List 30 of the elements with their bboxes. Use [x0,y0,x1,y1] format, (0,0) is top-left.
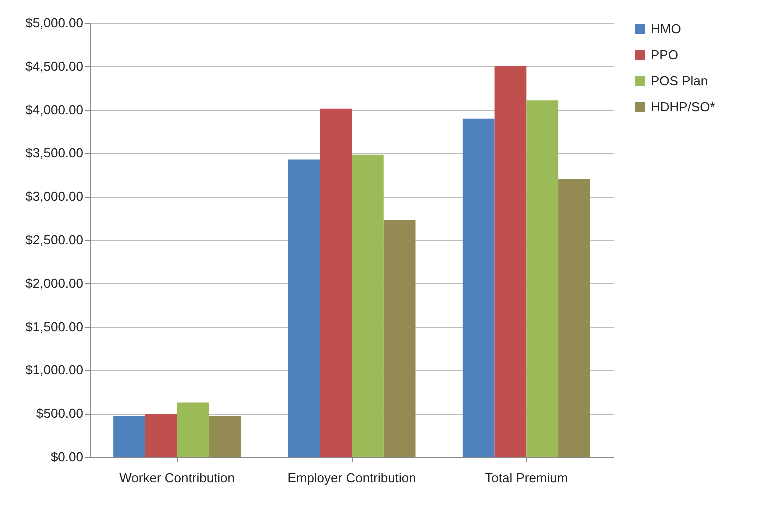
y-tick-label: $1,500.00 [26,319,84,334]
bar [209,416,242,457]
y-tick-label: $3,000.00 [26,189,84,204]
x-tick-label: Worker Contribution [120,470,236,486]
bar [352,154,384,457]
legend-label: HMO [651,22,682,36]
bar [494,66,527,457]
bar [526,100,559,457]
y-tick-label: $4,000.00 [26,102,84,118]
bar [288,160,320,457]
legend-label: PPO [651,48,678,62]
y-tick-label: $2,500.00 [26,232,84,248]
y-tick-label: $500.00 [36,406,84,422]
bar [114,416,146,457]
y-tick-label: $4,500.00 [26,58,84,74]
legend-label: POS Plan [651,74,708,88]
bar [384,220,416,457]
y-tick-label: $2,000.00 [26,276,84,291]
bar [320,108,352,457]
y-tick-label: $1,000.00 [26,362,84,378]
bar [177,402,210,457]
bar [145,414,178,457]
y-tick-label: $0.00 [50,450,84,464]
bar [462,118,495,457]
legend-label: HDHP/SO* [651,100,716,114]
y-tick-label: $3,500.00 [26,146,84,161]
bar [558,179,590,457]
y-tick-label: $5,000.00 [26,16,84,30]
x-tick-label: Total Premium [485,470,568,486]
x-tick-label: Employer Contribution [288,470,416,486]
